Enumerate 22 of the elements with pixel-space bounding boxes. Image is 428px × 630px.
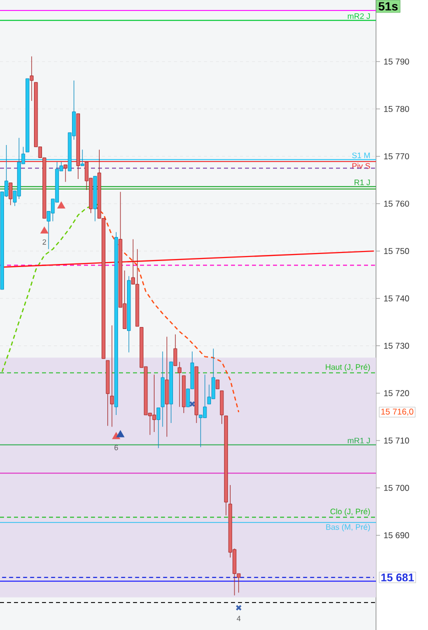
y-tick-label: 15 690 [384, 532, 410, 538]
y-tick-label: 15 740 [384, 295, 410, 302]
point [40, 227, 48, 234]
line-series [2, 204, 100, 372]
point [58, 202, 65, 208]
y-tick-label: 15 710 [384, 438, 410, 444]
y-tick-label: 15 730 [384, 342, 410, 349]
y-tick-label: 15 720 [384, 390, 410, 396]
y-tick-label: 15 750 [384, 248, 410, 254]
candlestick [8, 182, 12, 206]
text: 51s [378, 2, 398, 11]
y-tick-label: 15 700 [384, 484, 410, 491]
candlestick [64, 164, 68, 182]
y-tick-label: 15 780 [384, 106, 410, 112]
y-tick-label: 15 790 [384, 58, 410, 65]
candlestick [80, 149, 84, 166]
y-tick-label: 15 760 [384, 200, 410, 207]
y-tick-label: 15 770 [384, 153, 410, 160]
candlestick [30, 56, 34, 102]
point [236, 604, 242, 611]
text: 15 716,0 [381, 408, 414, 416]
series-label: 15 681 [381, 574, 414, 582]
